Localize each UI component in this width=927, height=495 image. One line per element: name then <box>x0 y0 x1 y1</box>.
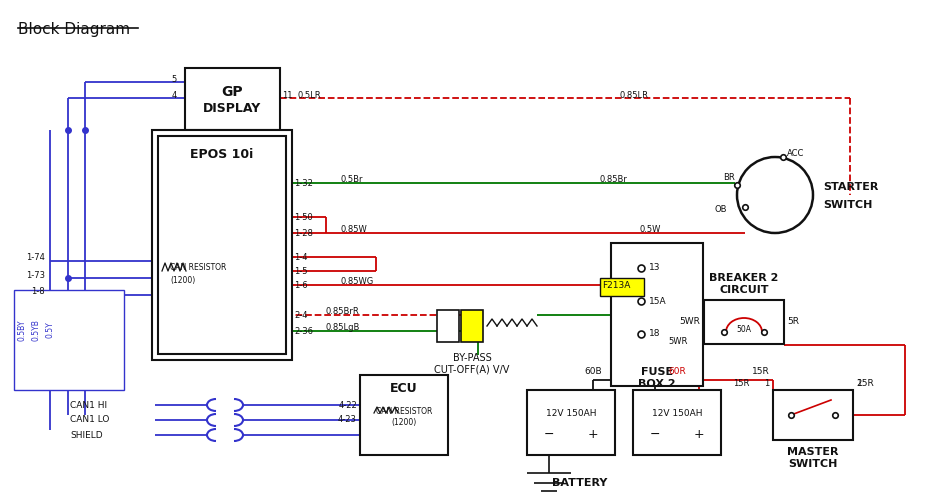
Bar <box>185 68 280 130</box>
Bar <box>633 390 721 455</box>
Bar <box>773 390 853 440</box>
Text: 13: 13 <box>649 263 661 273</box>
Text: BY-PASS: BY-PASS <box>452 353 491 363</box>
Bar <box>611 243 703 386</box>
Text: MASTER: MASTER <box>787 447 839 457</box>
Text: (1200): (1200) <box>391 418 416 428</box>
Text: 1-8: 1-8 <box>32 288 45 297</box>
Text: 5WR: 5WR <box>679 317 700 327</box>
Text: CIRCUIT: CIRCUIT <box>719 285 768 295</box>
Text: SWITCH: SWITCH <box>788 459 838 469</box>
Text: CAN1 LO: CAN1 LO <box>70 415 109 425</box>
Circle shape <box>737 157 813 233</box>
Bar <box>704 300 784 344</box>
Text: BREAKER 2: BREAKER 2 <box>709 273 779 283</box>
Text: CUT-OFF(A) V/V: CUT-OFF(A) V/V <box>435 365 510 375</box>
Text: 0.5W: 0.5W <box>640 226 661 235</box>
Text: CAN RESISTOR: CAN RESISTOR <box>375 406 432 415</box>
Text: −: − <box>544 428 554 441</box>
Text: 2: 2 <box>856 380 861 389</box>
Text: 18: 18 <box>649 330 661 339</box>
Text: SHIELD: SHIELD <box>70 431 103 440</box>
Text: 15R: 15R <box>732 380 749 389</box>
Text: 4: 4 <box>171 91 177 99</box>
Text: 60B: 60B <box>584 367 602 377</box>
Bar <box>360 375 448 455</box>
Bar <box>158 136 286 354</box>
Text: 5: 5 <box>171 75 177 84</box>
Text: 1-5: 1-5 <box>294 266 308 276</box>
Bar <box>437 310 459 342</box>
Text: 1-32: 1-32 <box>294 179 313 188</box>
Text: 0.85W: 0.85W <box>341 226 368 235</box>
Text: 0.5BY: 0.5BY <box>18 319 27 341</box>
Text: 0.85LR: 0.85LR <box>620 91 649 99</box>
Text: 0.5Y: 0.5Y <box>45 322 55 339</box>
Text: (1200): (1200) <box>170 276 196 285</box>
Text: 0.5LR: 0.5LR <box>298 91 322 99</box>
Text: SWITCH: SWITCH <box>823 200 872 210</box>
Text: 2-4: 2-4 <box>294 310 308 319</box>
Text: 12V 150AH: 12V 150AH <box>546 409 596 418</box>
Text: F213A: F213A <box>602 281 630 290</box>
Text: 5WR: 5WR <box>668 338 688 346</box>
Text: FUSE: FUSE <box>641 367 673 377</box>
Text: 0.5Br: 0.5Br <box>341 176 363 185</box>
Text: +: + <box>693 428 705 441</box>
Text: 15R: 15R <box>752 367 770 377</box>
Text: 0.85LgB: 0.85LgB <box>326 324 361 333</box>
Text: 4-23: 4-23 <box>338 415 357 425</box>
Text: STARTER: STARTER <box>823 182 879 192</box>
Text: 0.5YB: 0.5YB <box>32 319 41 341</box>
Text: 15A: 15A <box>649 297 667 305</box>
Text: GP: GP <box>222 85 243 99</box>
Text: 1-6: 1-6 <box>294 281 308 290</box>
Text: ECU: ECU <box>390 383 418 396</box>
Text: Block Diagram: Block Diagram <box>18 22 130 37</box>
Text: 1-73: 1-73 <box>26 270 45 280</box>
Text: 0.85BrR: 0.85BrR <box>326 307 360 316</box>
Text: 50A: 50A <box>736 326 752 335</box>
Bar <box>461 310 483 342</box>
Bar <box>527 390 615 455</box>
Text: 60R: 60R <box>668 367 686 377</box>
Text: 0.85WG: 0.85WG <box>341 278 375 287</box>
Bar <box>152 130 292 360</box>
Text: OB: OB <box>715 204 727 213</box>
Text: 1-74: 1-74 <box>26 253 45 262</box>
Text: 1: 1 <box>764 380 769 389</box>
Text: DISPLAY: DISPLAY <box>203 102 261 115</box>
Bar <box>14 290 124 390</box>
Text: +: + <box>588 428 598 441</box>
Text: 5R: 5R <box>787 317 799 327</box>
Text: EPOS 10i: EPOS 10i <box>190 148 254 160</box>
Text: BR: BR <box>723 172 735 182</box>
Text: CAN RESISTOR: CAN RESISTOR <box>170 263 226 273</box>
Text: 1-28: 1-28 <box>294 229 313 238</box>
Text: −: − <box>650 428 660 441</box>
Text: 11: 11 <box>282 91 293 99</box>
Text: 15R: 15R <box>857 380 875 389</box>
Text: 0.85Br: 0.85Br <box>600 176 628 185</box>
Text: ACC: ACC <box>787 149 805 158</box>
Text: BOX 2: BOX 2 <box>638 379 676 389</box>
Text: 4-22: 4-22 <box>338 400 357 409</box>
Text: BATTERY: BATTERY <box>552 478 608 488</box>
Text: 12V 150AH: 12V 150AH <box>652 409 703 418</box>
Text: 1-4: 1-4 <box>294 252 308 261</box>
Text: CAN1 HI: CAN1 HI <box>70 400 108 409</box>
Text: 2-36: 2-36 <box>294 327 313 336</box>
Text: 1-50: 1-50 <box>294 212 312 221</box>
Bar <box>600 278 644 296</box>
